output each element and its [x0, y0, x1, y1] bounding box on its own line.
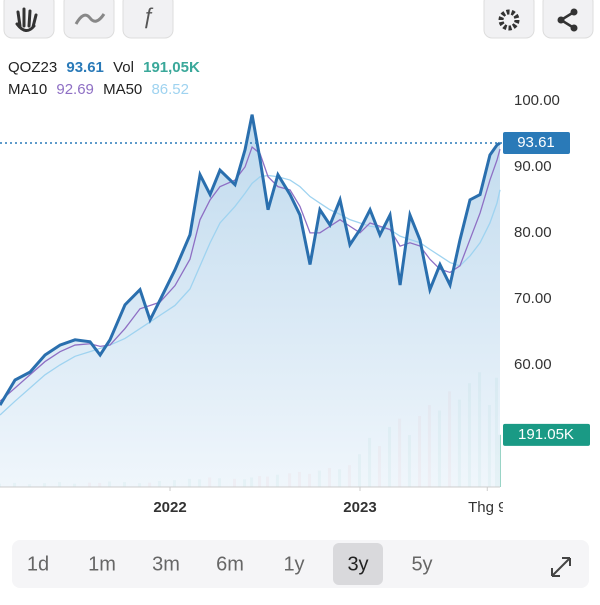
volume-tag-label: 191.05K [518, 426, 574, 443]
range-tab[interactable]: 1d [27, 553, 49, 575]
wave-icon [74, 13, 106, 25]
expand-icon[interactable] [551, 557, 571, 577]
fx-icon: ƒ [142, 3, 154, 28]
y-tick-label: 80.00 [514, 224, 552, 241]
price-tag [503, 132, 570, 155]
vol-value: 191,05K [143, 59, 200, 76]
selected-tab [333, 543, 383, 585]
range-tab[interactable]: 3y [347, 553, 368, 575]
share-dot [570, 8, 578, 16]
settings-button[interactable] [483, 0, 535, 39]
ma50-value: 86.52 [151, 81, 189, 98]
overlay: 60.00 70.00 80.00 90.00 100.00 93.61 191.05K [0, 92, 590, 446]
hand-icon [15, 7, 38, 32]
ma10-value: 92.69 [56, 81, 94, 98]
y-tick-label: 90.00 [514, 158, 552, 175]
price-area [0, 114, 500, 488]
y-tick-label: 60.00 [514, 356, 552, 373]
y-tick-label: 70.00 [514, 290, 552, 307]
x-tick-label: 2022 [153, 499, 186, 516]
range-tab[interactable]: 1y [283, 553, 304, 575]
x-tick-label: 2023 [343, 499, 376, 516]
price-tag-label: 93.61 [517, 134, 555, 151]
gear-icon [498, 9, 520, 31]
price-line [0, 114, 501, 406]
vol-caption: Vol [113, 59, 134, 76]
price-value: 93.61 [66, 59, 104, 76]
range-tabs: 1d 1m 3m 6m 1y 3y 5y [12, 540, 589, 588]
share-button[interactable] [542, 0, 594, 39]
range-tab[interactable]: 1m [88, 553, 116, 575]
tab-bar [12, 540, 589, 588]
toolbar: ƒ [3, 0, 594, 39]
legend-line-1: QOZ23 93.61 Vol 191,05K [8, 59, 200, 76]
legend-line-2: MA10 92.69 MA50 86.52 [8, 81, 189, 98]
range-tab[interactable]: 5y [411, 553, 432, 575]
share-dot [570, 24, 578, 32]
range-tab[interactable]: 3m [152, 553, 180, 575]
x-tick-label: Thg 9 [468, 499, 506, 516]
range-tab[interactable]: 6m [216, 553, 244, 575]
ma10-name: MA10 [8, 81, 47, 98]
plot: 2022 2023 Thg 9 [0, 114, 506, 516]
y-tick-label: 100.00 [514, 92, 560, 109]
ma50-name: MA50 [103, 81, 142, 98]
indicator-button[interactable] [122, 0, 174, 39]
share-dot [557, 16, 565, 24]
symbol: QOZ23 [8, 59, 57, 76]
volume-tag [503, 423, 590, 446]
